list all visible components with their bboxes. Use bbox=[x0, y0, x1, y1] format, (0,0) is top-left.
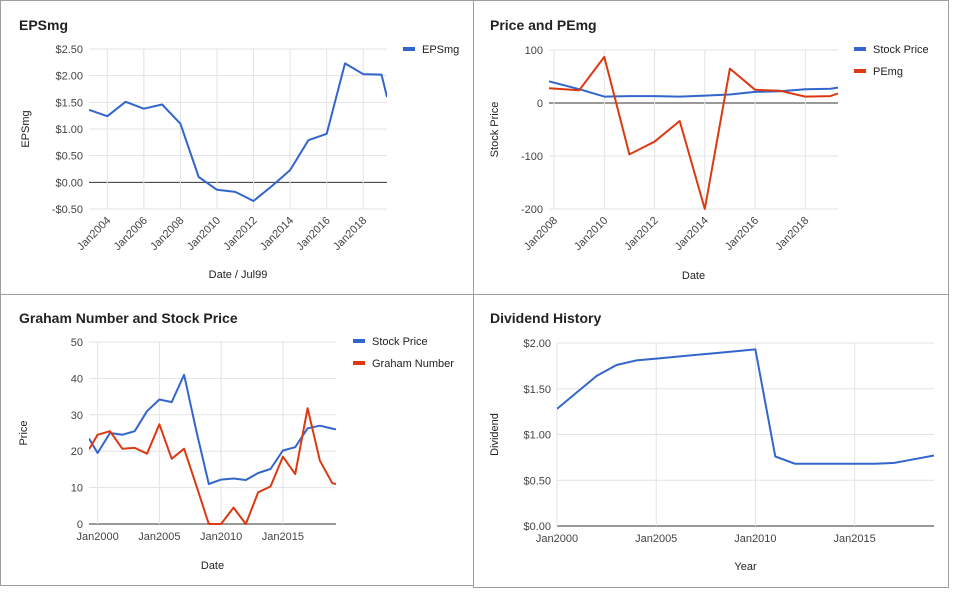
chart0-legend-label-0: EPSmg bbox=[422, 44, 459, 56]
chart2-series-graham-number-line bbox=[89, 407, 336, 525]
chart0-x-tick-0: Jan2004 bbox=[75, 215, 113, 253]
chart1-legend-swatch-1 bbox=[854, 69, 866, 73]
chart3-y-tick-4: $2.00 bbox=[523, 338, 551, 350]
chart0-x-tick-3: Jan2010 bbox=[185, 215, 223, 253]
chart2-legend-label-0: Stock Price bbox=[372, 336, 428, 348]
chart2-x-tick-2: Jan2010 bbox=[200, 531, 242, 543]
chart2-y-tick-5: 50 bbox=[71, 337, 83, 349]
chart0-y-tick-5: $2.00 bbox=[55, 71, 83, 83]
chart1-series-pemg-line bbox=[549, 55, 838, 210]
chart2-y-tick-0: 0 bbox=[77, 519, 83, 531]
chart-epsmg: EPSmg -$0.50 $0.00 $0.50 $1.00 $1.50 $2.00 $2.5… bbox=[19, 17, 459, 281]
chart1-legend-swatch-0 bbox=[854, 47, 866, 51]
chart1-y-tick-2: 0 bbox=[537, 98, 543, 110]
chart1-x-tick-4: Jan2016 bbox=[723, 215, 761, 253]
chart3-title: Dividend History bbox=[490, 310, 601, 326]
chart2-legend-swatch-1 bbox=[353, 361, 365, 365]
chart2-y-tick-3: 30 bbox=[71, 410, 83, 422]
chart0-x-axis-label: Date / Jul99 bbox=[209, 269, 268, 281]
chart2-title: Graham Number and Stock Price bbox=[19, 310, 238, 326]
chart3-y-tick-2: $1.00 bbox=[523, 430, 551, 442]
chart1-x-tick-0: Jan2008 bbox=[522, 215, 560, 253]
chart0-y-tick-3: $1.00 bbox=[55, 124, 83, 136]
chart1-series-stock-price-line bbox=[549, 80, 838, 98]
chart3-x-axis-label: Year bbox=[734, 561, 757, 573]
panel-epsmg: EPSmg -$0.50 $0.00 $0.50 $1.00 $1.50 $2.00 $2.5… bbox=[0, 0, 474, 295]
chart1-title: Price and PEmg bbox=[490, 17, 597, 33]
chart1-x-tick-3: Jan2014 bbox=[673, 215, 711, 253]
chart2-x-tick-1: Jan2005 bbox=[138, 531, 180, 543]
chart1-x-axis-label: Date bbox=[682, 270, 705, 282]
panel-dividend-history: Dividend History $0.00 $0.50 $1.00 $1.50 $2.0… bbox=[473, 294, 949, 588]
chart0-y-tick-1: $0.00 bbox=[55, 177, 83, 189]
chart0-x-tick-6: Jan2016 bbox=[294, 215, 332, 253]
chart3-y-tick-1: $0.50 bbox=[523, 475, 551, 487]
chart0-x-tick-7: Jan2018 bbox=[331, 215, 369, 253]
chart3-x-tick-0: Jan2000 bbox=[536, 533, 578, 545]
chart2-y-axis-label: Price bbox=[18, 420, 30, 445]
chart1-x-tick-2: Jan2012 bbox=[622, 215, 660, 253]
chart2-x-axis-label: Date bbox=[201, 560, 224, 572]
chart0-legend-swatch-0 bbox=[403, 47, 415, 51]
chart-dividend-history: Dividend History $0.00 $0.50 $1.00 $1.50 $2.0… bbox=[489, 310, 934, 573]
chart3-y-tick-3: $1.50 bbox=[523, 384, 551, 396]
chart1-legend-label-0: Stock Price bbox=[873, 44, 929, 56]
chart3-x-tick-3: Jan2015 bbox=[834, 533, 876, 545]
chart0-x-tick-5: Jan2014 bbox=[258, 215, 296, 253]
chart2-legend-label-1: Graham Number bbox=[372, 358, 454, 370]
chart1-y-tick-3: 100 bbox=[525, 45, 543, 57]
chart1-y-axis-label: Stock Price bbox=[489, 102, 501, 158]
chart-price-pemg: Price and PEmg -200 -100 0 100 Jan2008 Jan2010… bbox=[489, 17, 929, 282]
chart1-x-tick-1: Jan2010 bbox=[572, 215, 610, 253]
chart3-y-tick-0: $0.00 bbox=[523, 521, 551, 533]
chart2-y-tick-2: 20 bbox=[71, 446, 83, 458]
chart1-legend-label-1: PEmg bbox=[873, 66, 903, 78]
chart2-legend-swatch-0 bbox=[353, 339, 365, 343]
chart2-series-stock-price-line bbox=[89, 373, 336, 485]
chart3-series-0-line bbox=[557, 348, 934, 465]
chart3-x-tick-2: Jan2010 bbox=[734, 533, 776, 545]
chart0-y-tick-0: -$0.50 bbox=[52, 204, 83, 216]
chart2-x-tick-3: Jan2015 bbox=[262, 531, 304, 543]
panel-price-pemg: Price and PEmg -200 -100 0 100 Jan2008 Jan2010… bbox=[473, 0, 949, 295]
chart0-x-tick-1: Jan2006 bbox=[112, 215, 150, 253]
chart-graham-number: Graham Number and Stock Price 0 10 20 30 40 50… bbox=[18, 310, 454, 572]
chart0-y-tick-6: $2.50 bbox=[55, 44, 83, 56]
chart0-title: EPSmg bbox=[19, 17, 68, 33]
chart1-y-tick-0: -200 bbox=[521, 204, 543, 216]
chart0-y-tick-4: $1.50 bbox=[55, 97, 83, 109]
panel-graham-number: Graham Number and Stock Price 0 10 20 30 40 50… bbox=[0, 294, 474, 586]
chart3-x-tick-1: Jan2005 bbox=[635, 533, 677, 545]
chart2-y-tick-4: 40 bbox=[71, 373, 83, 385]
chart0-series-epsmg-line bbox=[89, 62, 387, 202]
chart2-x-tick-0: Jan2000 bbox=[77, 531, 119, 543]
chart1-y-tick-1: -100 bbox=[521, 151, 543, 163]
chart0-y-axis-label: EPSmg bbox=[20, 110, 32, 147]
chart2-y-tick-1: 10 bbox=[71, 483, 83, 495]
chart0-x-tick-4: Jan2012 bbox=[221, 215, 259, 253]
chart0-y-tick-2: $0.50 bbox=[55, 151, 83, 163]
chart0-x-tick-2: Jan2008 bbox=[148, 215, 186, 253]
chart1-x-tick-5: Jan2018 bbox=[773, 215, 811, 253]
chart3-y-axis-label: Dividend bbox=[489, 413, 501, 456]
